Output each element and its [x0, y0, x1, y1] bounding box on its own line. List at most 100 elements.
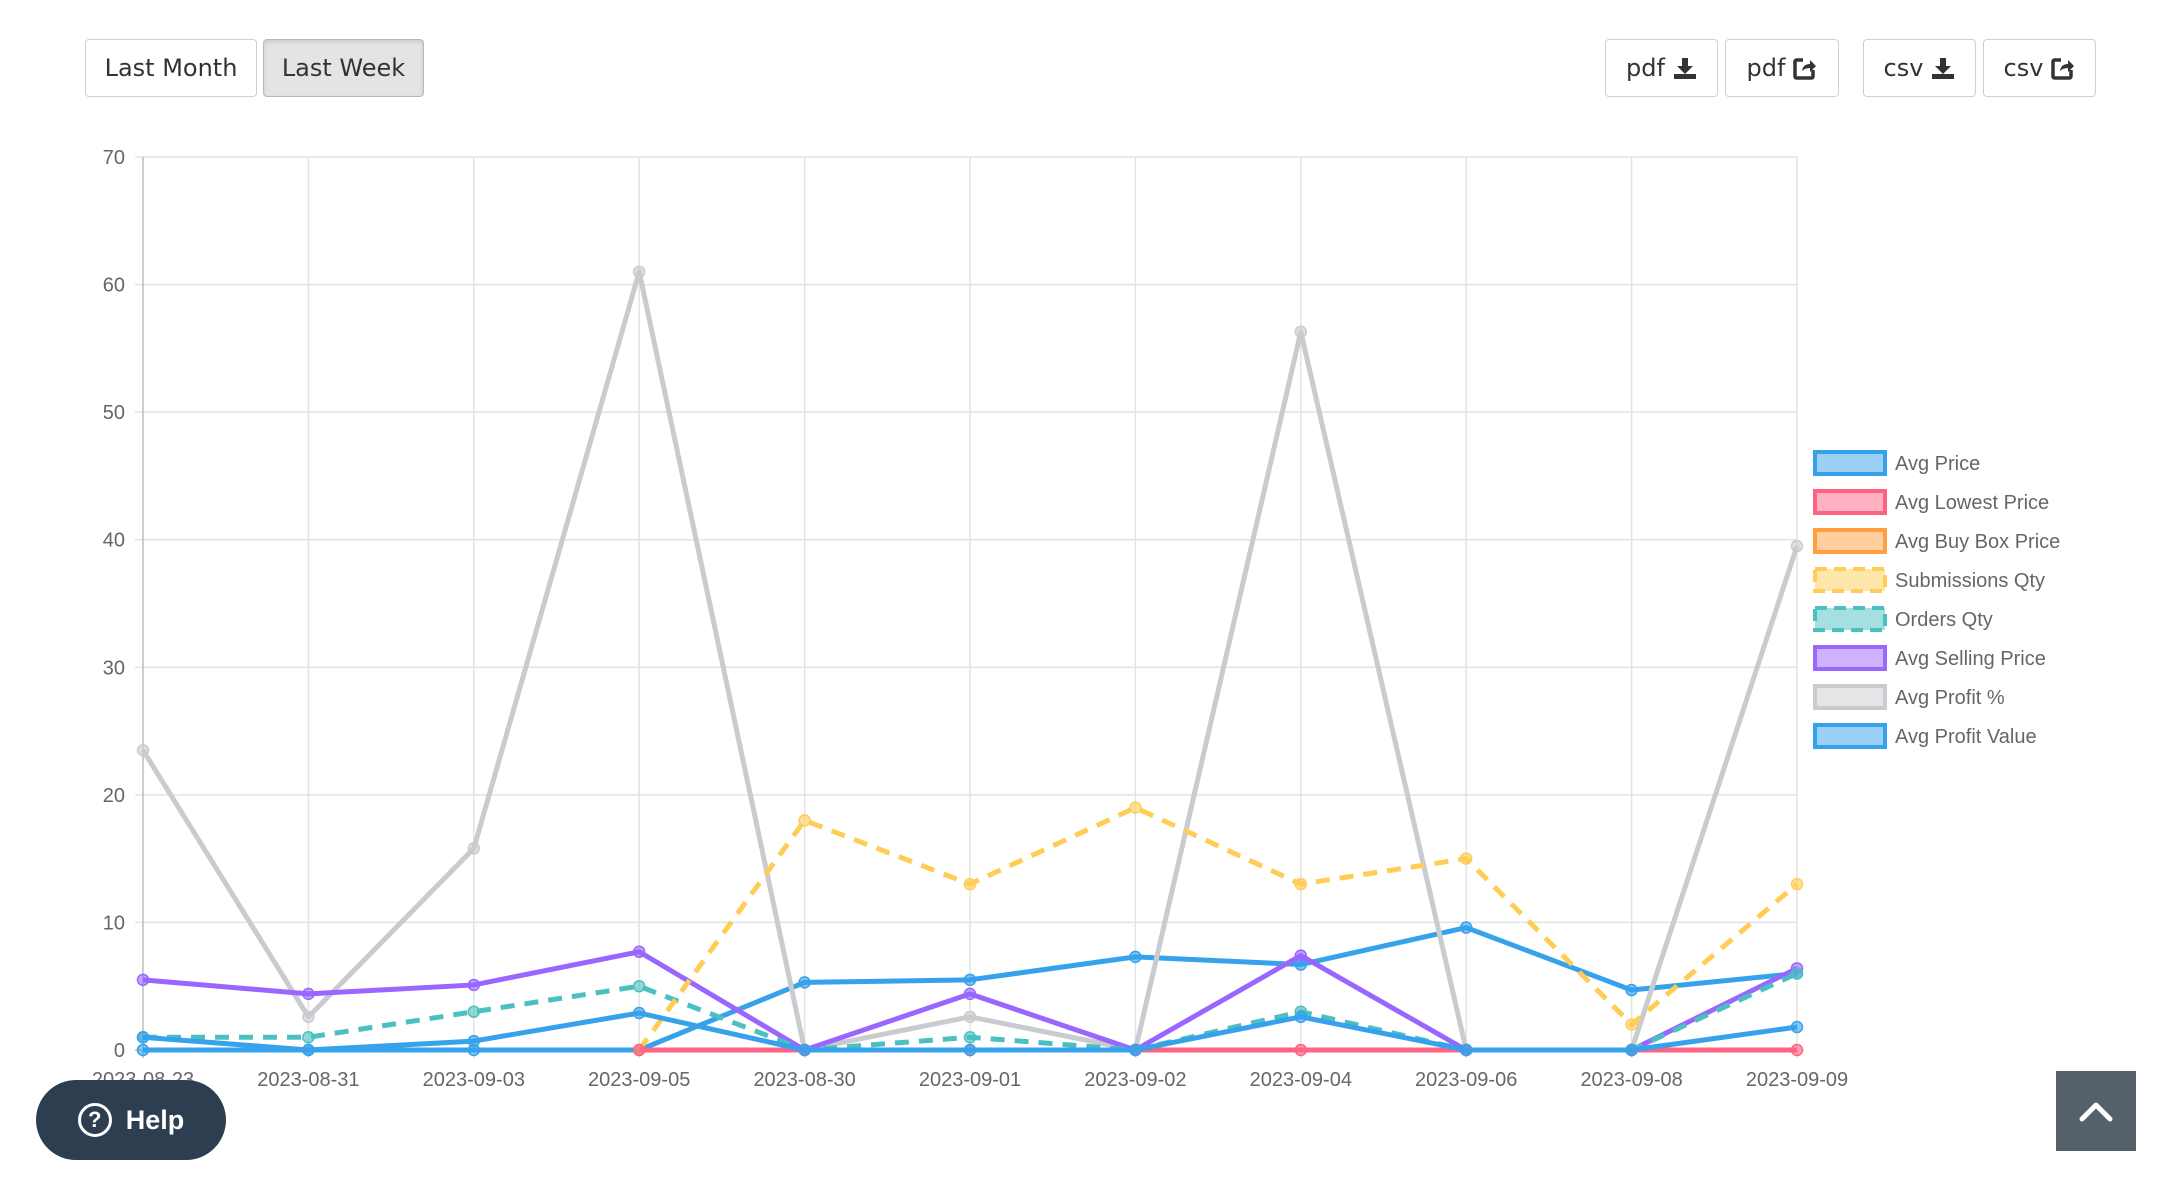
legend-label: Avg Selling Price — [1895, 648, 2046, 670]
data-point — [467, 978, 481, 992]
data-point — [1294, 877, 1308, 891]
share-icon — [1793, 56, 1817, 80]
data-point — [1790, 877, 1804, 891]
legend-swatch — [1813, 528, 1887, 554]
pdf-share-label: pdf — [1746, 54, 1786, 82]
data-point — [1129, 801, 1142, 814]
data-point — [136, 973, 150, 987]
y-tick-label: 0 — [114, 1040, 125, 1062]
data-point — [302, 987, 315, 1001]
x-tick-label: 2023-08-30 — [753, 1069, 855, 1091]
legend-swatch — [1813, 567, 1887, 593]
scroll-to-top-button[interactable] — [2056, 1071, 2136, 1151]
data-point — [136, 1030, 150, 1044]
data-point — [798, 976, 811, 989]
data-point — [1459, 1043, 1473, 1057]
data-point — [963, 987, 977, 1001]
last-week-label: Last Week — [281, 54, 406, 82]
y-tick-label: 10 — [103, 912, 125, 934]
legend-swatch — [1813, 489, 1887, 515]
x-tick-label: 2023-09-03 — [423, 1069, 525, 1091]
legend-swatch — [1813, 723, 1887, 749]
data-point — [136, 743, 150, 757]
data-point — [1790, 1043, 1804, 1057]
x-tick-label: 2023-09-06 — [1415, 1069, 1517, 1091]
data-point — [467, 842, 481, 855]
legend-swatch — [1813, 450, 1887, 476]
pdf-download-button[interactable]: pdf — [1605, 39, 1718, 97]
data-point — [1625, 1018, 1638, 1031]
data-point — [302, 1043, 315, 1057]
legend-swatch — [1813, 606, 1887, 632]
download-icon — [1931, 56, 1955, 80]
data-point — [1294, 1010, 1308, 1024]
legend-label: Orders Qty — [1895, 609, 1993, 631]
data-point — [798, 814, 811, 827]
y-tick-label: 50 — [103, 402, 125, 424]
help-button[interactable]: ? Help — [36, 1080, 226, 1160]
data-point — [302, 1010, 315, 1024]
series-line — [637, 805, 1799, 1052]
x-tick-label: 2023-09-09 — [1746, 1069, 1848, 1091]
data-point — [1459, 921, 1473, 934]
data-point — [963, 1043, 977, 1057]
y-tick-label: 30 — [103, 657, 125, 679]
data-point — [1459, 852, 1473, 865]
y-tick-label: 60 — [103, 275, 125, 297]
data-point — [136, 1043, 150, 1057]
data-point — [963, 1010, 977, 1024]
x-tick-label: 2023-09-02 — [1084, 1069, 1186, 1091]
pdf-download-label: pdf — [1626, 54, 1665, 82]
question-circle-icon: ? — [77, 1103, 112, 1137]
data-point — [1129, 950, 1142, 964]
csv-download-button[interactable]: csv — [1863, 39, 1976, 97]
chevron-up-icon — [2079, 1102, 2113, 1122]
x-tick-label: 2023-09-08 — [1580, 1069, 1682, 1091]
legend-label: Avg Buy Box Price — [1895, 531, 2060, 553]
data-point — [963, 877, 977, 891]
y-tick-label: 40 — [103, 530, 125, 552]
data-point — [632, 979, 646, 993]
legend-swatch — [1813, 684, 1887, 710]
last-month-button[interactable]: Last Month — [85, 39, 257, 97]
data-point — [632, 1043, 646, 1057]
x-tick-label: 2023-08-31 — [257, 1069, 359, 1091]
legend-label: Avg Profit % — [1895, 687, 2005, 709]
data-point — [1294, 325, 1308, 339]
legend-label: Avg Profit Value — [1895, 726, 2037, 748]
x-tick-label: 2023-09-04 — [1250, 1069, 1352, 1091]
data-point — [632, 265, 646, 279]
data-point — [632, 1006, 646, 1020]
data-point — [1790, 539, 1804, 553]
csv-share-label: csv — [2003, 54, 2044, 82]
last-month-label: Last Month — [104, 54, 238, 82]
legend-label: Avg Lowest Price — [1895, 492, 2049, 514]
legend-swatch — [1813, 645, 1887, 671]
data-point — [302, 1030, 315, 1044]
data-point — [963, 1030, 977, 1044]
x-tick-label: 2023-09-05 — [588, 1069, 690, 1091]
data-point — [798, 1043, 811, 1057]
data-point — [1294, 949, 1308, 962]
data-point — [467, 1005, 481, 1018]
legend-label: Avg Price — [1895, 453, 1980, 475]
data-point — [1625, 1043, 1638, 1057]
csv-share-button[interactable]: csv — [1983, 39, 2096, 97]
legend-label: Submissions Qty — [1895, 570, 2045, 592]
share-icon — [2051, 56, 2075, 80]
download-icon — [1673, 56, 1697, 80]
data-point — [1790, 1020, 1804, 1034]
y-tick-label: 70 — [103, 147, 125, 169]
data-point — [467, 1034, 481, 1048]
last-week-button[interactable]: Last Week — [263, 39, 424, 97]
help-label: Help — [125, 1104, 185, 1135]
csv-download-label: csv — [1883, 54, 1924, 82]
y-tick-label: 20 — [103, 785, 125, 807]
data-point — [963, 973, 977, 987]
data-point — [632, 945, 646, 959]
data-point — [1790, 967, 1804, 980]
data-point — [1625, 983, 1638, 997]
pdf-share-button[interactable]: pdf — [1725, 39, 1839, 97]
